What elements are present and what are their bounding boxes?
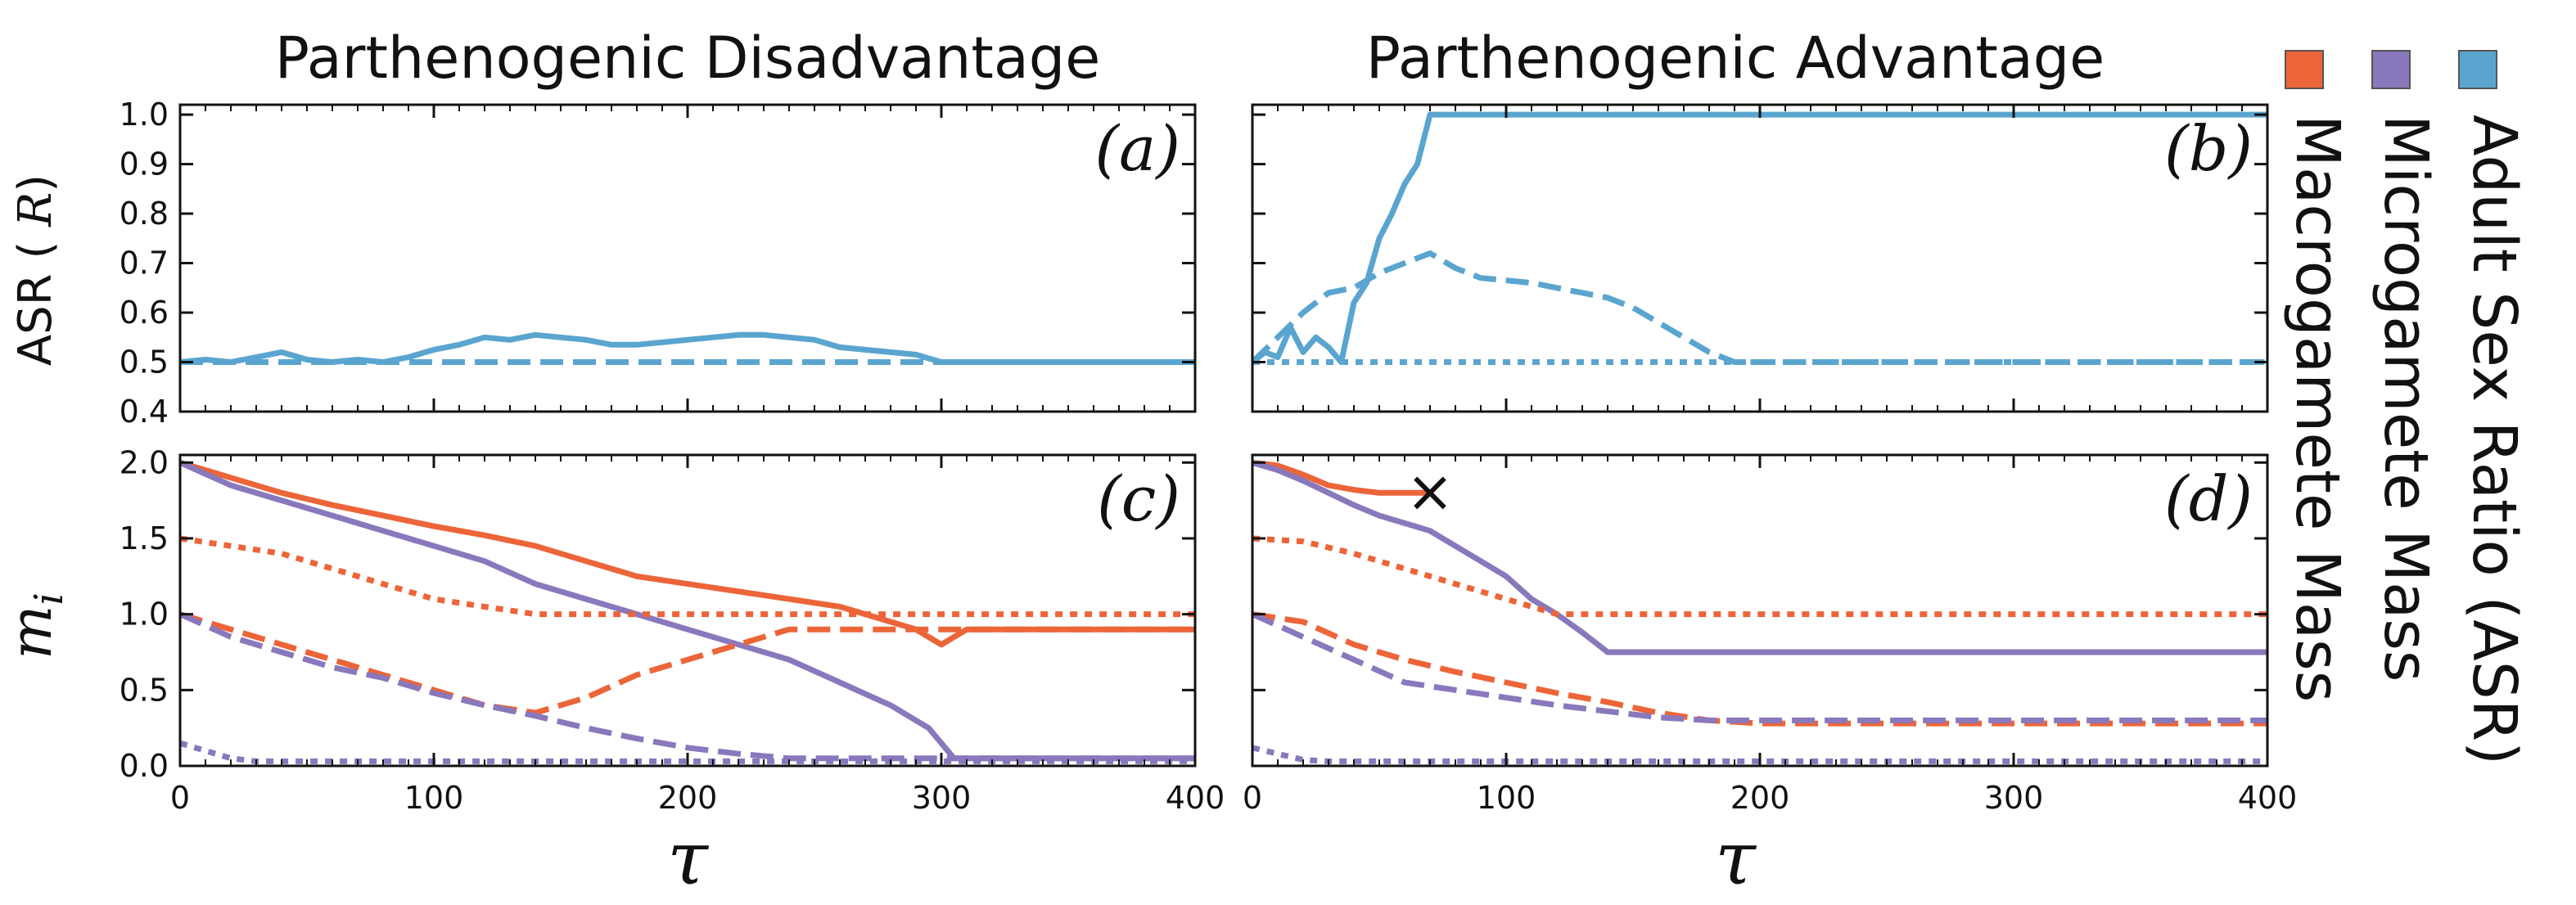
y-label-asr-var: R <box>9 192 62 227</box>
legend: Adult Sex Ratio (ASR) Microgamete Mass M… <box>2282 50 2529 765</box>
series-d-macro-solid <box>1252 459 1430 496</box>
y-label-asr: ASR ( R) <box>9 174 62 366</box>
series-c-micro-solid <box>180 460 1195 762</box>
x-label-left: τ <box>667 816 709 902</box>
legend-macro: Macrogamete Mass <box>2282 115 2353 702</box>
x-tick-label-c: 300 <box>912 780 972 816</box>
legend-asr: Adult Sex Ratio (ASR) <box>2459 115 2529 765</box>
x-tick-label-d: 200 <box>1730 780 1790 816</box>
y-tick-label-c: 2.0 <box>120 444 169 480</box>
title-right: Parthenogenic Advantage <box>1366 25 2105 92</box>
series-group-a <box>180 331 1195 365</box>
y-tick-label-a: 0.5 <box>120 344 169 380</box>
panel-d: 0 100 200 300 400 (d) × <box>1243 453 2298 816</box>
series-c-macro-solid <box>180 459 1195 648</box>
series-c-micro-dotted <box>180 740 1195 764</box>
asr-swatch <box>2458 50 2497 89</box>
y-tick-label-a: 0.4 <box>120 394 169 430</box>
x-tick-label-d: 300 <box>1984 780 2044 816</box>
series-d-macro-dotted <box>1252 535 2267 618</box>
series-d-macro-dashed <box>1252 611 2267 727</box>
series-c-macro-dashed <box>180 611 1195 716</box>
y-tick-label-a: 0.8 <box>120 196 169 232</box>
x-tick-label-d: 100 <box>1477 780 1536 816</box>
y-label-asr-close: ) <box>9 174 62 192</box>
panel-label-b: (b) <box>2164 112 2253 185</box>
panel-c: 0 100 200 300 400 0.0 0.5 1.0 1.5 2.0 (c) <box>120 444 1225 816</box>
y-tick-label-c: 0.0 <box>120 748 169 784</box>
y-tick-label-a: 1.0 <box>120 97 169 133</box>
series-a-asr-solid <box>180 331 1195 365</box>
micro-swatch <box>2371 50 2411 89</box>
series-d-micro-dotted <box>1252 745 2267 764</box>
y-tick-label-c: 1.5 <box>120 520 169 556</box>
axes-frame-b <box>1251 103 2269 413</box>
panel-label-a: (a) <box>1094 112 1180 185</box>
series-c-micro-dashed <box>180 611 1195 762</box>
y-tick-label-a: 0.7 <box>120 245 169 281</box>
y-label-asr-text: ASR ( <box>9 241 62 366</box>
series-c-macro-dotted <box>180 535 1195 618</box>
y-tick-label-a: 0.6 <box>120 295 169 331</box>
y-tick-label-c: 0.5 <box>120 672 169 708</box>
x-tick-label-d: 400 <box>2238 780 2298 816</box>
series-b-asr-dashed <box>1252 250 2267 365</box>
extinction-marker: × <box>1406 457 1455 525</box>
series-d-micro-dashed <box>1252 611 2267 723</box>
panel-label-c: (c) <box>1097 462 1180 535</box>
y-tick-label-a: 0.9 <box>120 146 169 182</box>
series-d-micro-solid <box>1252 459 2267 655</box>
series-b-asr-solid <box>1252 111 2267 365</box>
axes-frame-c <box>178 453 1197 768</box>
legend-micro: Microgamete Mass <box>2371 115 2441 682</box>
x-tick-label-c: 0 <box>170 780 190 816</box>
series-group-c <box>180 459 1195 764</box>
y-tick-label-c: 1.0 <box>120 597 169 633</box>
series-group-d <box>1252 459 2267 764</box>
y-label-mass-sub: i <box>26 592 72 605</box>
y-label-mass: mi <box>0 592 72 660</box>
x-tick-label-d: 0 <box>1243 780 1262 816</box>
x-tick-label-c: 400 <box>1166 780 1225 816</box>
x-tick-label-c: 100 <box>404 780 464 816</box>
panel-a: 0.4 0.5 0.6 0.7 0.8 0.9 1.0 (a) <box>120 97 1197 430</box>
title-left: Parthenogenic Disadvantage <box>275 25 1101 92</box>
series-group-b <box>1252 111 2267 365</box>
macro-swatch <box>2285 50 2324 89</box>
axes-frame-a <box>178 103 1197 413</box>
panel-label-d: (d) <box>2164 462 2253 535</box>
panel-b: (b) <box>1251 103 2269 413</box>
x-label-right: τ <box>1715 816 1757 902</box>
x-tick-label-c: 200 <box>658 780 718 816</box>
